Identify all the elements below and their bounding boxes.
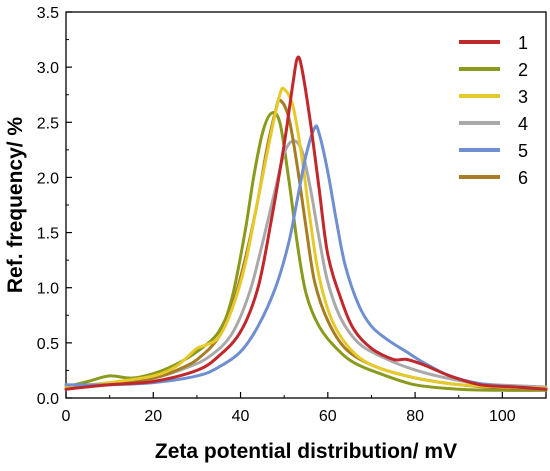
x-tick-label: 40 bbox=[232, 408, 250, 425]
y-tick-label: 3.0 bbox=[37, 60, 59, 77]
x-tick-label: 60 bbox=[319, 408, 337, 425]
y-tick-label: 1.0 bbox=[37, 281, 59, 298]
legend-label-5: 5 bbox=[518, 141, 528, 161]
y-tick-label: 0.0 bbox=[37, 391, 59, 408]
series-layer bbox=[64, 55, 548, 392]
legend-label-4: 4 bbox=[518, 114, 528, 134]
series-line-6 bbox=[64, 98, 548, 391]
legend: 1 2 3 4 5 6 bbox=[459, 33, 528, 188]
y-axis: 0.0 0.5 1.0 1.5 2.0 2.5 3.0 3.5 bbox=[37, 5, 72, 408]
x-tick-label: 20 bbox=[144, 408, 162, 425]
x-axis-title: Zeta potential distribution/ mV bbox=[155, 440, 457, 463]
legend-label-6: 6 bbox=[518, 168, 528, 188]
y-tick-label: 1.5 bbox=[37, 226, 59, 243]
legend-label-3: 3 bbox=[518, 87, 528, 107]
series-line-1 bbox=[64, 55, 548, 391]
series-line-4 bbox=[64, 139, 548, 389]
y-axis-title: Ref. frequency/ % bbox=[4, 117, 27, 294]
x-tick-label: 100 bbox=[489, 408, 516, 425]
y-tick-label: 0.5 bbox=[37, 336, 59, 353]
x-tick-label: 80 bbox=[406, 408, 424, 425]
series-line-3 bbox=[64, 86, 548, 390]
series-line-2 bbox=[64, 111, 548, 392]
y-tick-label: 3.5 bbox=[37, 5, 59, 22]
x-axis: 0 20 40 60 80 100 bbox=[62, 392, 516, 425]
legend-label-1: 1 bbox=[518, 33, 528, 53]
x-tick-label: 0 bbox=[62, 408, 71, 425]
series-line-5 bbox=[64, 124, 548, 391]
y-tick-label: 2.5 bbox=[37, 115, 59, 132]
legend-label-2: 2 bbox=[518, 60, 528, 80]
y-tick-label: 2.0 bbox=[37, 170, 59, 187]
